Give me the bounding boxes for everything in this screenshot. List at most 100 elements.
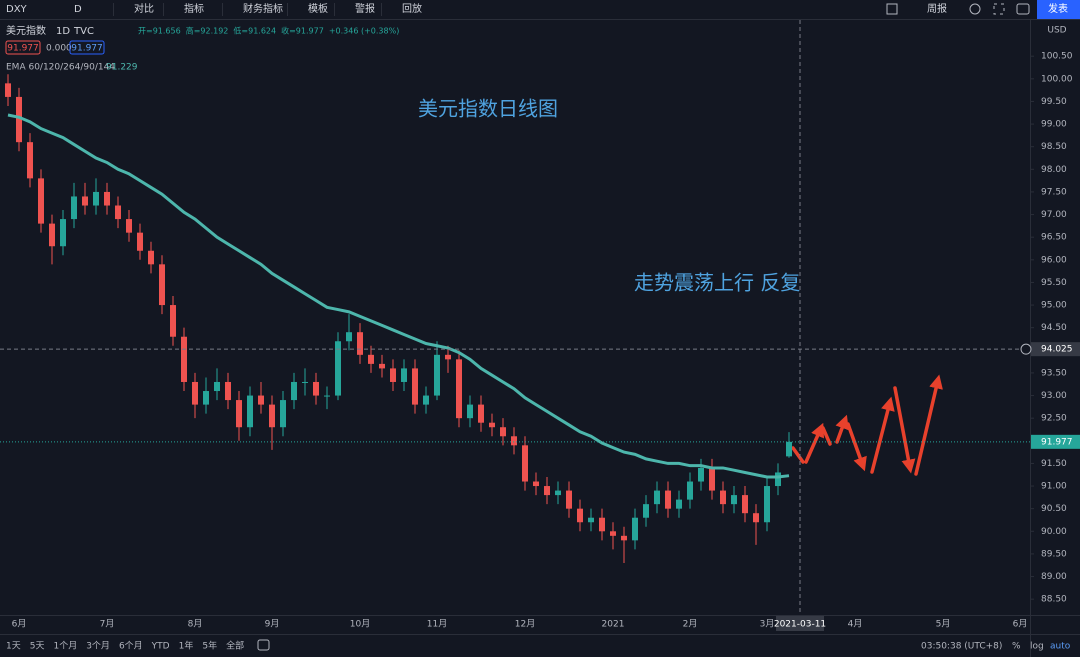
candle-body — [566, 490, 572, 509]
arrow-stroke — [893, 386, 916, 474]
toolbar-item[interactable]: 回放 — [402, 2, 422, 15]
currency-box — [1043, 24, 1071, 36]
y-tick-label: 95.50 — [1041, 278, 1067, 288]
ema-line — [7, 113, 790, 479]
candle-body — [577, 508, 583, 523]
ask: 91.977 — [71, 44, 103, 54]
candle-body — [401, 368, 407, 382]
candle-body — [16, 96, 22, 143]
candle-body — [115, 205, 121, 220]
fullscreen-icon[interactable] — [993, 3, 1005, 15]
candle-body — [753, 513, 759, 523]
scale-option[interactable]: auto — [1050, 642, 1071, 652]
candle-body — [313, 381, 319, 396]
y-tick-label: 97.00 — [1041, 210, 1067, 220]
range-button[interactable]: 1天 — [6, 642, 21, 652]
clock: 03:50:38 (UTC+8) — [921, 642, 1002, 652]
candle-body — [60, 219, 66, 247]
candle-body — [379, 363, 385, 369]
ema-value: 91.229 — [106, 63, 138, 73]
x-tick-label: 3月 — [760, 619, 775, 630]
publish-label[interactable]: 发表 — [1048, 2, 1068, 15]
legend-ohlc: +0.346 (+0.38%) — [329, 27, 400, 36]
candle-body — [192, 381, 198, 405]
currency: USD — [1047, 26, 1066, 36]
interval[interactable]: D — [74, 4, 82, 15]
y-tick-label: 91.00 — [1041, 482, 1067, 492]
candle-body — [687, 481, 693, 500]
add-icon[interactable] — [1020, 343, 1032, 355]
candle-body — [610, 531, 616, 536]
arrow-stroke — [821, 426, 832, 446]
candle-body — [588, 517, 594, 523]
candle-body — [676, 499, 682, 509]
scale-option[interactable]: % — [1012, 642, 1021, 652]
y-tick-label: 93.00 — [1041, 391, 1067, 401]
crosshair-price-box — [1031, 342, 1080, 357]
candle-body — [434, 354, 440, 396]
arrow-stroke — [914, 374, 943, 476]
candle-body — [71, 196, 77, 220]
toolbar-item[interactable]: 对比 — [134, 2, 154, 15]
range-button[interactable]: 5天 — [30, 642, 45, 652]
settings-icon[interactable] — [969, 3, 981, 15]
candle-body — [500, 427, 506, 437]
toolbar-item[interactable]: 指标 — [184, 2, 204, 15]
candle-body — [467, 404, 473, 419]
toolbar-item[interactable]: 财务指标 — [243, 2, 283, 15]
candle-body — [599, 517, 605, 532]
toolbar-item[interactable]: 警报 — [355, 2, 375, 15]
legend-ohlc: 高=92.192 — [186, 26, 229, 36]
toolbar-item[interactable]: 模板 — [308, 2, 328, 15]
y-tick-label: 99.50 — [1041, 97, 1067, 107]
y-tick-label: 91.50 — [1041, 459, 1067, 469]
range-button[interactable]: 1个月 — [53, 641, 77, 652]
candle-body — [335, 341, 341, 396]
candle-body — [236, 400, 242, 428]
x-tick-label: 6月 — [1013, 619, 1028, 630]
legend-exchange: TVC — [73, 26, 94, 37]
candle-body — [247, 395, 253, 428]
y-tick-label: 95.00 — [1041, 301, 1067, 311]
candle-body — [159, 264, 165, 306]
candle-body — [49, 223, 55, 247]
x-tick-label: 2月 — [683, 619, 698, 630]
y-tick-label: 93.50 — [1041, 368, 1067, 378]
candle-body — [104, 191, 110, 206]
publish-button[interactable] — [1037, 0, 1080, 19]
y-tick-label: 92.50 — [1041, 414, 1067, 424]
range-button[interactable]: 5年 — [202, 640, 217, 652]
range-button[interactable]: 1年 — [179, 640, 194, 652]
candle-body — [93, 191, 99, 206]
scale-option[interactable]: log — [1030, 642, 1044, 652]
range-button[interactable]: 6个月 — [119, 641, 143, 652]
candle-body — [423, 395, 429, 405]
icon[interactable] — [886, 3, 898, 15]
candle-body — [643, 504, 649, 518]
range-button[interactable]: YTD — [151, 642, 170, 652]
candle-body — [456, 359, 462, 419]
arrow-stroke — [791, 446, 805, 464]
candle-body — [368, 354, 374, 364]
date-range-icon[interactable] — [257, 639, 270, 651]
y-tick-label: 89.50 — [1041, 549, 1067, 559]
layout-name[interactable]: 周报 — [927, 2, 947, 15]
candle-body — [181, 336, 187, 382]
camera-icon[interactable] — [1016, 3, 1030, 15]
arrow-stroke — [846, 422, 867, 472]
candle-body — [720, 490, 726, 505]
y-tick-label: 99.00 — [1041, 120, 1067, 130]
candle-body — [291, 381, 297, 401]
crosshair-price: 94.025 — [1041, 345, 1073, 355]
y-tick-label: 100.00 — [1041, 74, 1073, 84]
candle-body — [38, 178, 44, 224]
range-button[interactable]: 全部 — [226, 640, 244, 652]
symbol[interactable]: DXY — [6, 4, 28, 15]
candle-body — [654, 490, 660, 505]
range-button[interactable]: 3个月 — [86, 641, 110, 652]
x-tick-label: 9月 — [265, 619, 280, 630]
drawn-arrows — [791, 374, 943, 476]
last-price-box — [1031, 434, 1080, 449]
